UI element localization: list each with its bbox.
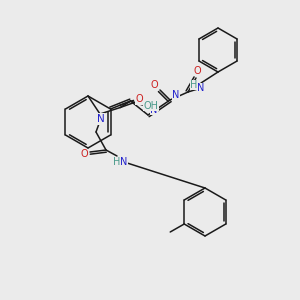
Text: OH: OH: [143, 101, 158, 111]
Text: H: H: [113, 157, 121, 167]
Text: H: H: [190, 80, 198, 90]
Text: O: O: [193, 66, 201, 76]
Text: N: N: [172, 90, 180, 100]
Text: N: N: [197, 83, 205, 93]
Text: O: O: [150, 80, 158, 90]
Text: N: N: [120, 157, 128, 167]
Text: N: N: [97, 114, 105, 124]
Text: N: N: [150, 105, 158, 115]
Text: O: O: [135, 94, 143, 104]
Text: O: O: [80, 149, 88, 159]
